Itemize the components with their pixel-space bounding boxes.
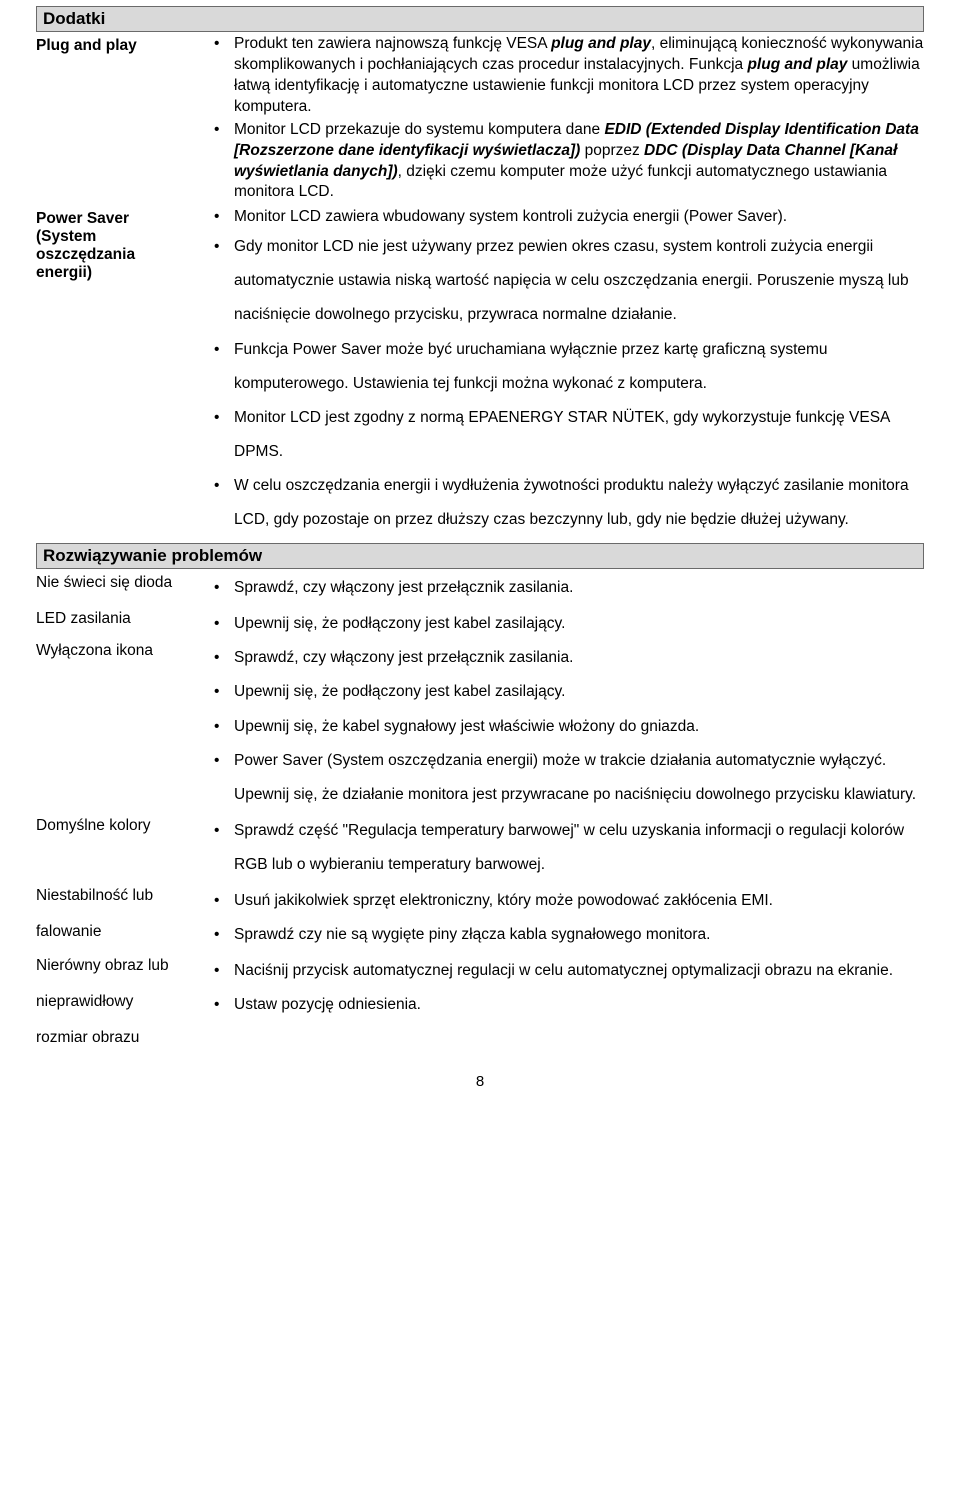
label-wylaczona-ikona: Wyłączona ikona (36, 642, 206, 660)
row-niestabilnosc: Niestabilność lub falowanie Usuń jakikol… (36, 884, 924, 952)
label-col-nierowny: Nierówny obraz lub nieprawidłowy rozmiar… (36, 954, 206, 1047)
label-domyslne-kolory: Domyślne kolory (36, 814, 206, 835)
label-niestabilnosc: Niestabilność lub (36, 887, 206, 905)
t: Produkt ten zawiera najnowszą funkcję VE… (234, 35, 551, 52)
label-rozmiar-obrazu: rozmiar obrazu (36, 1029, 206, 1047)
bullet-ts-7: Sprawdź część "Regulacja temperatury bar… (206, 814, 924, 882)
bullet-ts-11: Ustaw pozycję odniesienia. (206, 988, 924, 1022)
bullet-ps-3: Funkcja Power Saver może być uruchamiana… (206, 333, 924, 401)
bullets-ts-4: Usuń jakikolwiek sprzęt elektroniczny, k… (206, 884, 924, 952)
label-plug-and-play: Plug and play (36, 34, 206, 55)
t: Monitor LCD przekazuje do systemu komput… (234, 121, 604, 138)
bullet-ps-1: Monitor LCD zawiera wbudowany system kon… (206, 207, 924, 228)
label-col-ts-2: LED zasilania Wyłączona ikona (36, 607, 206, 660)
bullets-ts-2: Upewnij się, że podłączony jest kabel za… (206, 607, 924, 812)
label-power-saver-2: (System (36, 228, 96, 245)
bullet-ts-4: Upewnij się, że podłączony jest kabel za… (206, 675, 924, 709)
label-falowanie: falowanie (36, 923, 206, 941)
bullet-ts-5: Upewnij się, że kabel sygnałowy jest wła… (206, 710, 924, 744)
label-col-niestabilnosc: Niestabilność lub falowanie (36, 884, 206, 941)
bullet-ts-8: Usuń jakikolwiek sprzęt elektroniczny, k… (206, 884, 924, 918)
section-header-rozwiazywanie: Rozwiązywanie problemów (36, 543, 924, 569)
page-container: Dodatki Plug and play Produkt ten zawier… (0, 6, 960, 1100)
bullets-power-saver: Monitor LCD zawiera wbudowany system kon… (206, 207, 924, 537)
t: plug and play (551, 35, 651, 52)
bullet-ps-5: W celu oszczędzania energii i wydłużenia… (206, 469, 924, 537)
page-number: 8 (36, 1047, 924, 1100)
bullet-ts-6: Power Saver (System oszczędzania energii… (206, 744, 924, 812)
row-power-saver: Power Saver (System oszczędzania energii… (36, 207, 924, 537)
label-nieprawidlowy: nieprawidłowy (36, 993, 206, 1011)
label-nierowny-obraz: Nierówny obraz lub (36, 957, 206, 975)
label-col-ts-1: Nie świeci się dioda (36, 571, 206, 592)
row-led-zasilania: LED zasilania Wyłączona ikona Upewnij si… (36, 607, 924, 812)
row-nie-swieci: Nie świeci się dioda Sprawdź, czy włączo… (36, 571, 924, 605)
label-nie-swieci: Nie świeci się dioda (36, 574, 172, 591)
t: plug and play (747, 56, 847, 73)
bullets-ts-3: Sprawdź część "Regulacja temperatury bar… (206, 814, 924, 882)
row-domyslne-kolory: Domyślne kolory Sprawdź część "Regulacja… (36, 814, 924, 882)
bullet-ts-3: Sprawdź, czy włączony jest przełącznik z… (206, 641, 924, 675)
t: poprzez (580, 142, 644, 159)
label-power-saver-4: energii) (36, 264, 92, 281)
bullet-plug-2: Monitor LCD przekazuje do systemu komput… (206, 120, 924, 204)
label-power-saver-3: oszczędzania (36, 246, 135, 263)
row-plug-and-play: Plug and play Produkt ten zawiera najnow… (36, 34, 924, 205)
bullet-ps-2: Gdy monitor LCD nie jest używany przez p… (206, 230, 924, 332)
bullet-ts-2: Upewnij się, że podłączony jest kabel za… (206, 607, 924, 641)
bullets-ts-5: Naciśnij przycisk automatycznej regulacj… (206, 954, 924, 1022)
bullet-plug-1: Produkt ten zawiera najnowszą funkcję VE… (206, 34, 924, 118)
bullet-ps-4: Monitor LCD jest zgodny z normą EPAENERG… (206, 401, 924, 469)
label-power-saver-1: Power Saver (36, 210, 129, 227)
row-nierowny-obraz: Nierówny obraz lub nieprawidłowy rozmiar… (36, 954, 924, 1047)
bullets-plug-and-play: Produkt ten zawiera najnowszą funkcję VE… (206, 34, 924, 205)
bullets-ts-1: Sprawdź, czy włączony jest przełącznik z… (206, 571, 924, 605)
section-header-dodatki: Dodatki (36, 6, 924, 32)
bullet-ts-9: Sprawdź czy nie są wygięte piny złącza k… (206, 918, 924, 952)
bullet-ts-1: Sprawdź, czy włączony jest przełącznik z… (206, 571, 924, 605)
label-plug-and-play-text: Plug and play (36, 37, 137, 54)
label-led-zasilania: LED zasilania (36, 610, 206, 628)
bullet-ts-10: Naciśnij przycisk automatycznej regulacj… (206, 954, 924, 988)
label-power-saver: Power Saver (System oszczędzania energii… (36, 207, 206, 282)
